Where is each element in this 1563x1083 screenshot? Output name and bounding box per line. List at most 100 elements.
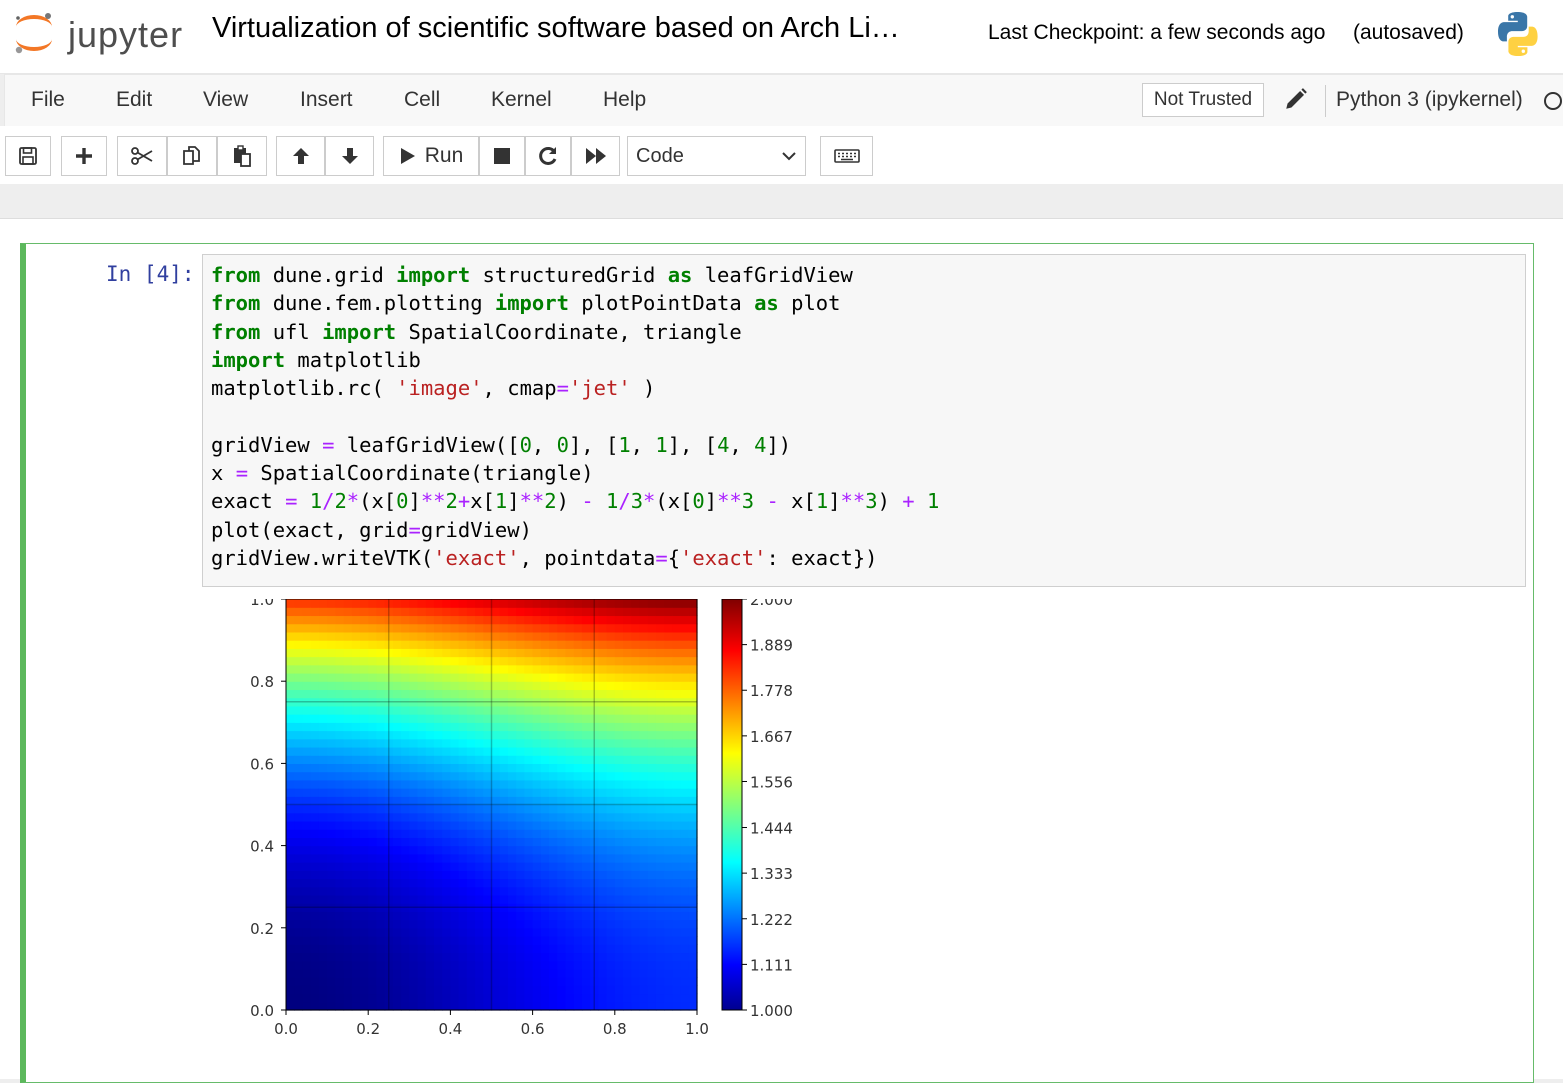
interrupt-button[interactable]	[479, 136, 525, 176]
heatmap-cell	[327, 960, 336, 970]
heatmap-cell	[384, 878, 394, 888]
heatmap-cell	[664, 730, 673, 740]
heatmap-cell	[368, 640, 378, 649]
heatmap-cell	[442, 837, 451, 847]
heatmap-cell	[351, 977, 361, 986]
heatmap-cell	[351, 656, 361, 666]
pencil-icon[interactable]	[1283, 86, 1309, 112]
heatmap-cell	[433, 829, 443, 838]
paste-button[interactable]	[217, 136, 267, 176]
heatmap-cell	[376, 796, 386, 806]
code-text[interactable]: from dune.grid import structuredGrid as …	[211, 263, 940, 570]
heatmap-cell	[442, 919, 451, 929]
heatmap-cell	[524, 623, 534, 633]
heatmap-cell	[680, 672, 690, 682]
heatmap-cell	[590, 599, 599, 608]
heatmap-cell	[516, 796, 525, 806]
heatmap-cell	[442, 648, 451, 658]
heatmap-cell	[351, 746, 361, 756]
heatmap-cell	[507, 763, 517, 773]
heatmap-cell	[286, 804, 295, 814]
heatmap-cell	[672, 968, 682, 978]
heatmap-cell	[483, 911, 493, 921]
move-down-button[interactable]	[325, 136, 374, 176]
heatmap-cell	[623, 837, 632, 847]
notebook-title[interactable]: Virtualization of scientific software ba…	[212, 12, 900, 44]
heatmap-cell	[549, 993, 558, 1003]
heatmap-cell	[606, 681, 616, 691]
menu-kernel[interactable]: Kernel	[491, 88, 552, 111]
heatmap-cell	[392, 681, 402, 691]
menu-help[interactable]: Help	[603, 88, 647, 111]
restart-run-all-button[interactable]	[571, 136, 620, 176]
restart-button[interactable]	[525, 136, 571, 176]
insert-cell-button[interactable]	[61, 136, 107, 176]
heatmap-cell	[483, 623, 493, 633]
heatmap-cell	[590, 623, 599, 633]
heatmap-cell	[376, 927, 386, 937]
menu-file[interactable]: File	[31, 88, 65, 111]
heatmap-cell	[631, 746, 641, 756]
heatmap-cell	[680, 746, 690, 756]
code-editor[interactable]: from dune.grid import structuredGrid as …	[202, 254, 1526, 587]
heatmap-cell	[458, 763, 468, 773]
heatmap-cell	[294, 968, 304, 978]
heatmap-cell	[302, 927, 312, 937]
heatmap-cell	[606, 771, 616, 781]
heatmap-cell	[466, 894, 476, 904]
heatmap-cell	[475, 664, 484, 674]
heatmap-cell	[516, 985, 525, 995]
heatmap-cell	[417, 903, 427, 912]
heatmap-cell	[507, 845, 517, 855]
heatmap-cell	[392, 615, 402, 625]
heatmap-cell	[655, 631, 665, 641]
heatmap-cell	[581, 722, 591, 732]
code-cell[interactable]: In [4]: from dune.grid import structured…	[20, 243, 1534, 1083]
heatmap-cell	[672, 705, 682, 715]
heatmap-cell	[401, 870, 410, 880]
menu-view[interactable]: View	[203, 88, 249, 111]
heatmap-cell	[664, 894, 673, 904]
menu-edit[interactable]: Edit	[116, 88, 153, 111]
heatmap-cell	[318, 746, 328, 756]
cut-button[interactable]	[117, 136, 167, 176]
heatmap-cell	[664, 853, 673, 863]
copy-button[interactable]	[167, 136, 217, 176]
menu-insert[interactable]: Insert	[300, 88, 353, 111]
heatmap-cell	[442, 738, 451, 748]
heatmap-cell	[549, 862, 558, 871]
heatmap-cell	[507, 853, 517, 863]
move-up-button[interactable]	[276, 136, 325, 176]
heatmap-cell	[639, 853, 649, 863]
run-button[interactable]: Run	[383, 136, 479, 176]
heatmap-cell	[458, 640, 468, 649]
heatmap-cell	[286, 911, 295, 921]
heatmap-cell	[557, 796, 567, 806]
kernel-name[interactable]: Python 3 (ipykernel)	[1336, 88, 1523, 111]
heatmap-cell	[664, 820, 673, 830]
command-palette-button[interactable]	[820, 136, 873, 176]
heatmap-cell	[475, 812, 484, 822]
heatmap-cell	[524, 755, 534, 764]
trust-button[interactable]: Not Trusted	[1142, 83, 1264, 117]
heatmap-cell	[417, 919, 427, 929]
heatmap-cell	[417, 870, 427, 880]
heatmap-cell	[376, 1001, 386, 1011]
heatmap-cell	[351, 672, 361, 682]
save-button[interactable]	[5, 136, 51, 176]
heatmap-cell	[540, 607, 550, 617]
heatmap-cell	[631, 648, 641, 658]
heatmap-cell	[384, 886, 394, 896]
cell-type-select[interactable]: Code	[627, 136, 806, 176]
heatmap-cell	[351, 681, 361, 691]
heatmap-cell	[631, 837, 641, 847]
heatmap-cell	[401, 936, 410, 945]
heatmap-cell	[516, 714, 525, 723]
menu-cell[interactable]: Cell	[404, 88, 441, 111]
heatmap-cell	[343, 796, 353, 806]
heatmap-cell	[614, 672, 624, 682]
heatmap-cell	[557, 960, 567, 970]
keyboard-icon	[833, 149, 860, 163]
heatmap-cell	[573, 862, 583, 871]
jupyter-logo[interactable]: jupyter	[10, 8, 190, 58]
